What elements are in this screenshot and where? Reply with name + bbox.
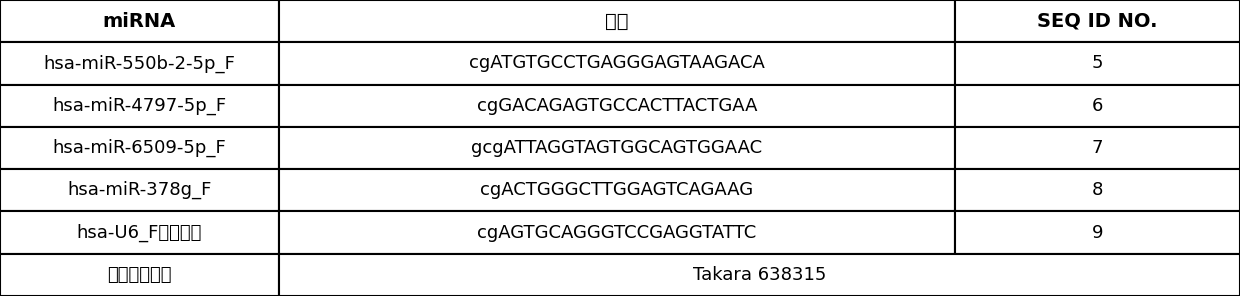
Bar	[0, 169, 279, 211]
Text: 8: 8	[1091, 181, 1104, 199]
Bar	[0, 211, 279, 254]
Bar	[279, 0, 955, 42]
Text: 6: 6	[1091, 97, 1104, 115]
Text: 5: 5	[1091, 54, 1104, 73]
Bar	[279, 169, 955, 211]
Text: cgGACAGAGTGCCACTTACTGAA: cgGACAGAGTGCCACTTACTGAA	[476, 97, 758, 115]
Bar	[955, 211, 1240, 254]
Text: hsa-miR-378g_F: hsa-miR-378g_F	[67, 181, 212, 200]
Text: cgAGTGCAGGGTCCGAGGTATTC: cgAGTGCAGGGTCCGAGGTATTC	[477, 223, 756, 242]
Text: 9: 9	[1091, 223, 1104, 242]
Bar	[955, 169, 1240, 211]
Bar	[0, 127, 279, 169]
Text: miRNA: miRNA	[103, 12, 176, 31]
Bar	[0, 42, 279, 85]
Bar	[0, 254, 279, 296]
Text: gcgATTAGGTAGTGGCAGTGGAAC: gcgATTAGGTAGTGGCAGTGGAAC	[471, 139, 763, 157]
Bar	[955, 0, 1240, 42]
Text: hsa-miR-6509-5p_F: hsa-miR-6509-5p_F	[52, 139, 227, 157]
Bar	[279, 42, 955, 85]
Text: Takara 638315: Takara 638315	[693, 266, 826, 284]
Bar	[279, 85, 955, 127]
Bar	[955, 127, 1240, 169]
Bar	[955, 85, 1240, 127]
Text: 引物: 引物	[605, 12, 629, 31]
Bar	[0, 0, 279, 42]
Text: cgACTGGGCTTGGAGTCAGAAG: cgACTGGGCTTGGAGTCAGAAG	[480, 181, 754, 199]
Text: SEQ ID NO.: SEQ ID NO.	[1037, 12, 1158, 31]
Bar	[279, 127, 955, 169]
Text: hsa-miR-550b-2-5p_F: hsa-miR-550b-2-5p_F	[43, 54, 236, 73]
Text: hsa-miR-4797-5p_F: hsa-miR-4797-5p_F	[52, 96, 227, 115]
Text: cgATGTGCCTGAGGGAGTAAGACA: cgATGTGCCTGAGGGAGTAAGACA	[469, 54, 765, 73]
Bar	[279, 254, 1240, 296]
Text: 反向通用引物: 反向通用引物	[107, 266, 172, 284]
Bar	[279, 211, 955, 254]
Text: hsa-U6_F（内参）: hsa-U6_F（内参）	[77, 223, 202, 242]
Text: 7: 7	[1091, 139, 1104, 157]
Bar	[0, 85, 279, 127]
Bar	[955, 42, 1240, 85]
